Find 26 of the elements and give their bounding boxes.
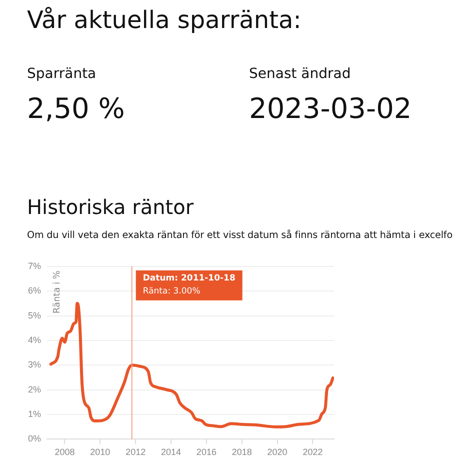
x-tick-label: 2018 <box>232 447 252 458</box>
text: Senast ändrad <box>249 66 351 82</box>
y-tick-label: 5% <box>28 310 42 320</box>
text: Vår aktuella sparränta: <box>27 6 302 34</box>
x-tick-label: 2020 <box>267 447 288 458</box>
y-tick-label: 2% <box>28 384 42 394</box>
text: 2,50 % <box>27 92 125 125</box>
x-tick-label: 2016 <box>196 447 216 458</box>
y-tick-label: 7% <box>28 260 42 271</box>
x-tick-label: 2014 <box>161 447 182 458</box>
x-tick-label: 2022 <box>302 447 323 458</box>
y-tick-label: 0% <box>28 434 42 444</box>
chart-subtitle: Om du vill veta den exakta räntan för ett visst datum så finns räntorna att hämta i excelfo <box>27 230 452 241</box>
text: 2023-03-02 <box>249 92 412 125</box>
x-tick-label: 2010 <box>90 447 110 458</box>
text: Sparränta <box>27 66 96 82</box>
chart-title: Historiska räntor <box>27 195 194 219</box>
annotation: Datum: 2011-10-18 <box>142 274 236 284</box>
y-tick-label: 4% <box>28 334 42 345</box>
x-tick-label: 2008 <box>54 447 75 458</box>
y-tick-label: 3% <box>28 360 42 370</box>
y-tick-label: 6% <box>28 286 42 296</box>
annotation: Ränta: 3.00% <box>142 286 200 297</box>
x-tick-label: 2012 <box>126 447 146 458</box>
y-axis-title: Ränta i % <box>52 270 62 314</box>
y-tick-label: 1% <box>28 409 42 419</box>
